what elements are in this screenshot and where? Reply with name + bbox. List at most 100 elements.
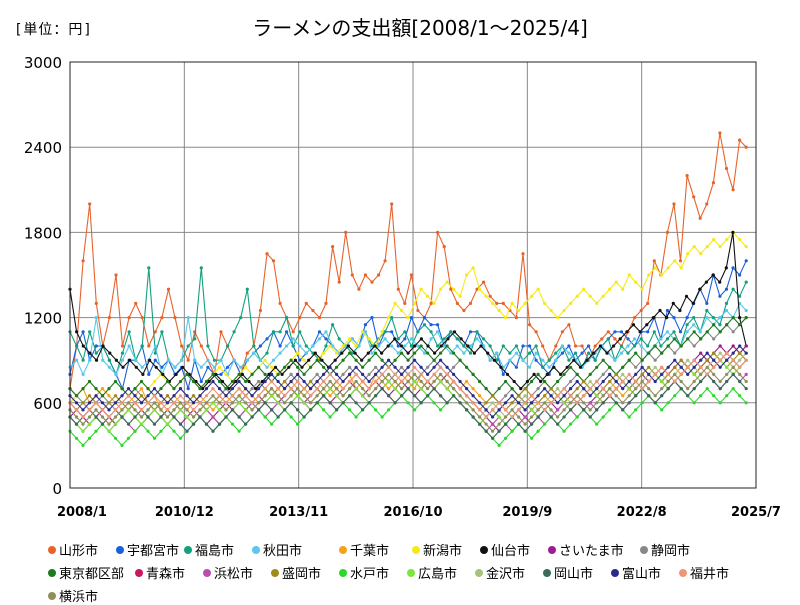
- data-point: [361, 365, 365, 369]
- data-point: [554, 344, 558, 348]
- data-point: [744, 308, 748, 313]
- data-point: [257, 401, 261, 405]
- data-point: [679, 372, 683, 376]
- data-point: [304, 344, 308, 348]
- data-point: [575, 294, 579, 298]
- data-point: [265, 351, 269, 355]
- legend-marker: [116, 545, 124, 554]
- data-point: [530, 408, 534, 412]
- data-point: [335, 387, 339, 391]
- data-point: [393, 337, 397, 341]
- data-point: [159, 401, 163, 405]
- data-point: [335, 379, 339, 384]
- data-point: [283, 365, 287, 369]
- data-point: [521, 358, 525, 362]
- data-point: [504, 401, 508, 405]
- data-point: [554, 358, 558, 362]
- data-point: [406, 316, 410, 320]
- data-point: [647, 372, 651, 376]
- data-point: [81, 344, 85, 348]
- data-point: [484, 408, 488, 412]
- data-point: [608, 408, 612, 412]
- data-point: [458, 401, 462, 405]
- data-point: [679, 387, 683, 391]
- data-point: [198, 401, 202, 405]
- data-point: [627, 379, 631, 384]
- data-point: [322, 394, 326, 398]
- data-point: [173, 365, 177, 369]
- data-point: [738, 344, 742, 348]
- data-point: [406, 358, 410, 362]
- data-point: [237, 379, 241, 384]
- data-point: [556, 408, 560, 412]
- data-point: [396, 287, 400, 291]
- data-point: [627, 394, 631, 398]
- legend-item: 山形市: [48, 540, 115, 559]
- y-tick-label: 3000: [24, 54, 62, 72]
- data-point: [114, 358, 118, 362]
- data-point: [491, 422, 495, 426]
- data-point: [211, 394, 215, 398]
- data-point: [311, 308, 315, 313]
- data-point: [250, 372, 254, 376]
- data-point: [468, 330, 473, 334]
- data-point: [626, 351, 630, 355]
- data-point: [659, 337, 663, 341]
- data-point: [152, 387, 157, 391]
- data-point: [94, 401, 98, 405]
- data-point: [302, 379, 306, 384]
- data-point: [504, 316, 508, 320]
- data-point: [712, 351, 716, 355]
- data-point: [393, 372, 397, 376]
- data-point: [686, 358, 690, 362]
- data-point: [429, 337, 433, 341]
- data-point: [403, 337, 407, 341]
- data-point: [270, 408, 274, 412]
- data-point: [250, 401, 254, 405]
- data-point: [113, 379, 118, 384]
- data-point: [432, 358, 436, 362]
- data-point: [81, 408, 85, 412]
- series-9: [68, 316, 748, 398]
- data-point: [252, 351, 256, 355]
- data-point: [731, 387, 735, 391]
- data-point: [396, 344, 400, 348]
- data-point: [588, 372, 592, 376]
- data-point: [678, 308, 682, 313]
- data-point: [665, 316, 669, 320]
- series-line: [69, 231, 747, 390]
- data-point: [471, 394, 475, 398]
- data-point: [413, 344, 417, 348]
- data-point: [278, 344, 282, 348]
- data-point: [419, 337, 423, 341]
- data-point: [315, 379, 319, 384]
- data-point: [285, 316, 289, 320]
- data-point: [152, 401, 157, 405]
- data-point: [237, 415, 241, 419]
- data-point: [147, 344, 151, 348]
- data-point: [108, 351, 112, 355]
- data-point: [185, 372, 189, 376]
- data-point: [679, 266, 683, 270]
- data-point: [572, 358, 576, 362]
- data-point: [237, 401, 241, 405]
- data-point: [396, 337, 400, 341]
- data-point: [204, 387, 209, 391]
- data-point: [94, 394, 98, 398]
- data-point: [289, 358, 293, 362]
- data-point: [107, 422, 111, 426]
- data-point: [731, 351, 735, 355]
- data-point: [127, 316, 131, 320]
- data-point: [107, 387, 111, 391]
- data-point: [146, 387, 150, 391]
- data-point: [523, 394, 527, 398]
- data-point: [452, 372, 456, 376]
- data-point: [673, 379, 677, 384]
- data-point: [519, 387, 523, 391]
- data-point: [627, 358, 631, 362]
- data-point: [634, 379, 638, 384]
- data-point: [367, 387, 371, 391]
- legend-item: 千葉市: [339, 540, 411, 559]
- data-point: [276, 415, 280, 419]
- data-point: [309, 408, 313, 412]
